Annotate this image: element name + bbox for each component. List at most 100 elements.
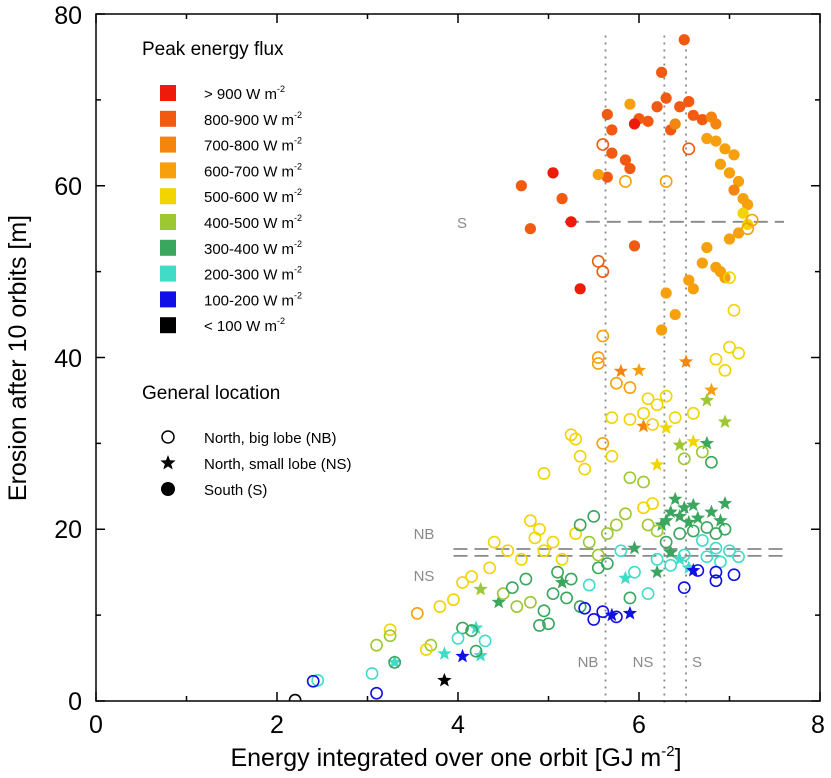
data-point-nb: [596, 265, 610, 279]
vline-label-ns: NS: [633, 654, 654, 671]
data-point-nb: [709, 352, 723, 366]
data-point-s: [565, 216, 577, 228]
y-tick-label: 40: [54, 345, 82, 373]
data-point-nb: [727, 303, 741, 317]
x-tick-label: 0: [89, 711, 103, 739]
data-point-nb: [487, 535, 501, 549]
data-point-nb: [533, 619, 546, 632]
legend-flux: Peak energy flux > 900 W m-2 800-900 W m-…: [142, 39, 302, 335]
data-point-s: [624, 162, 636, 175]
data-point-ns: [618, 570, 633, 585]
legend-location-title: General location: [142, 383, 280, 404]
data-point-s: [701, 241, 713, 254]
data-point-nb: [524, 514, 537, 528]
legend-swatch: [160, 85, 176, 101]
legend-flux-label: 600-700 W m-2: [204, 161, 302, 180]
legend-flux-label: > 900 W m-2: [204, 84, 285, 103]
data-point-s: [669, 118, 681, 130]
data-point-nb: [514, 552, 528, 566]
data-point-nb: [591, 548, 605, 562]
data-point-ns: [672, 508, 687, 523]
legend-open-circle-icon: [161, 430, 175, 444]
data-point-s: [601, 108, 613, 121]
data-point-nb: [365, 667, 379, 680]
data-point-ns: [659, 513, 674, 527]
data-point-ns: [650, 564, 665, 579]
data-point-s: [606, 147, 618, 159]
legend-flux-label: 500-600 W m-2: [204, 187, 302, 206]
data-point-nb: [596, 329, 610, 343]
data-point-nb: [641, 392, 655, 406]
data-point-s: [524, 223, 537, 235]
data-point-nb: [641, 518, 655, 532]
x-axis-title: Energy integrated over one orbit [GJ m-2…: [230, 743, 681, 772]
x-tick-label: 2: [270, 711, 284, 739]
x-tick-label: 4: [451, 711, 465, 739]
data-point-nb: [510, 600, 524, 613]
data-point-nb: [714, 555, 727, 569]
data-point-nb: [564, 572, 578, 586]
data-point-ns: [699, 392, 714, 407]
legend-flux-label: 700-800 W m-2: [204, 136, 302, 155]
data-point-nb: [677, 581, 691, 595]
data-point-nb: [519, 572, 533, 586]
data-point-nb: [619, 507, 632, 521]
data-point-nb: [650, 524, 664, 538]
data-point-nb: [569, 432, 583, 446]
legend-swatch: [160, 317, 176, 334]
data-point-nb: [370, 638, 383, 652]
data-point-s: [696, 257, 708, 269]
data-point-nb: [682, 142, 696, 156]
data-point-nb: [424, 638, 438, 652]
data-point-ns: [636, 418, 651, 433]
data-point-s: [710, 135, 722, 147]
data-point-nb: [691, 564, 705, 577]
legend-flux-label: 800-900 W m-2: [204, 110, 302, 129]
data-point-nb: [664, 558, 678, 572]
data-point-nb: [723, 271, 736, 285]
data-point-nb: [600, 557, 614, 570]
data-point-nb: [637, 406, 650, 420]
data-point-ns: [554, 575, 570, 589]
data-point-nb: [573, 449, 587, 463]
data-point-nb: [433, 600, 447, 613]
data-point-nb: [537, 467, 551, 480]
data-point-nb: [646, 418, 659, 431]
legend-location: General location North, big lobe (NB) No…: [142, 383, 352, 499]
hline-label-s: S: [457, 215, 467, 232]
data-point-s: [737, 207, 749, 219]
data-point-nb: [419, 643, 433, 656]
data-point-nb: [700, 550, 714, 564]
data-point-nb: [650, 398, 664, 412]
data-point-nb: [609, 610, 623, 624]
data-point-nb: [501, 544, 515, 558]
data-point-nb: [741, 222, 754, 236]
data-point-ns: [668, 491, 683, 506]
x-tick-label: 8: [811, 711, 825, 739]
data-point-nb: [709, 565, 723, 579]
vline-label-nb: NB: [578, 654, 599, 671]
x-tick-labels: 0 2 4 6 8: [89, 711, 825, 739]
vline-label-s: S: [692, 654, 702, 671]
data-point-ns: [690, 510, 705, 525]
data-point-nb: [700, 521, 714, 534]
data-point-nb: [451, 631, 465, 645]
data-point-s: [619, 154, 632, 166]
data-point-s: [547, 167, 559, 179]
data-point-nb: [628, 565, 641, 579]
data-point-nb: [591, 357, 605, 370]
data-point-nb: [668, 411, 682, 425]
data-point-nb: [673, 527, 687, 540]
data-point-s: [719, 143, 731, 155]
data-point-nb: [646, 497, 659, 510]
data-point-ns: [455, 648, 470, 663]
data-point-s: [606, 124, 618, 136]
reference-line-labels: NB NS S S NB NS: [414, 215, 702, 671]
legend-swatch: [160, 136, 176, 153]
data-point-ns: [717, 414, 733, 428]
data-point-ns: [387, 654, 402, 669]
data-point-nb: [723, 340, 736, 354]
legend-flux-label: 100-200 W m-2: [204, 290, 302, 309]
data-point-nb: [288, 693, 302, 701]
